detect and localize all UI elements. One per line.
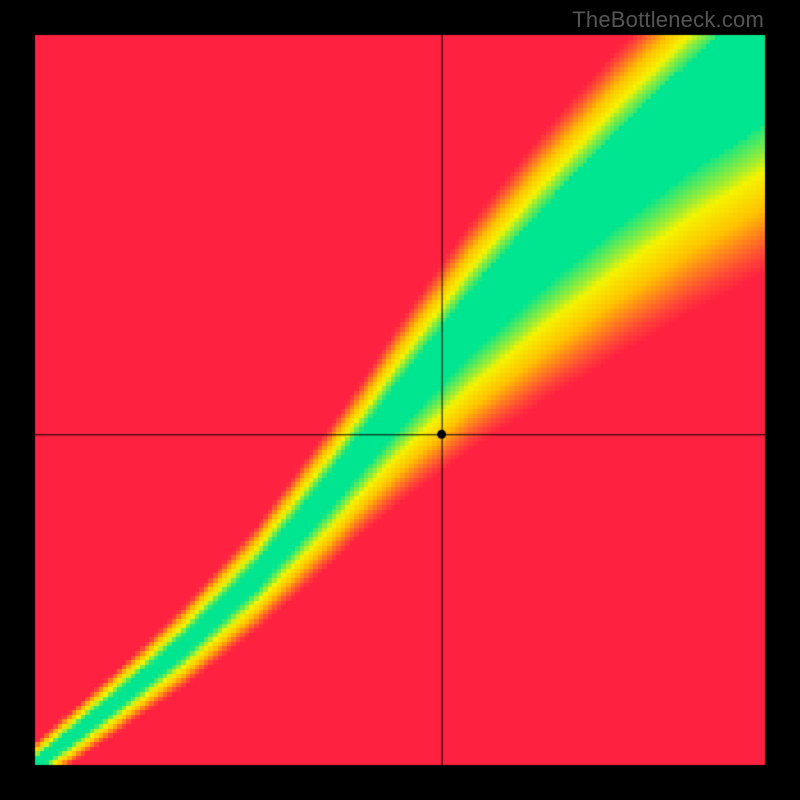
watermark-text: TheBottleneck.com [572, 7, 764, 33]
bottleneck-heatmap [0, 0, 800, 800]
